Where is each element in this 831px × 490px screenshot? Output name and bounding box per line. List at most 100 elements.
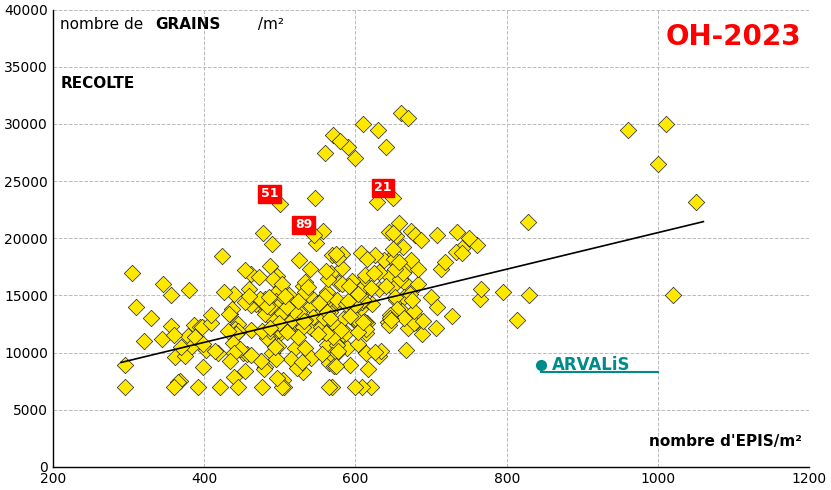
Point bbox=[211, 349, 224, 357]
Point bbox=[353, 291, 366, 299]
Point bbox=[278, 293, 292, 300]
Point bbox=[269, 297, 283, 305]
Point bbox=[270, 288, 283, 296]
Point bbox=[182, 286, 195, 294]
Point bbox=[404, 227, 417, 235]
Point bbox=[330, 341, 343, 348]
Point bbox=[381, 318, 395, 325]
Point bbox=[392, 258, 406, 266]
Point bbox=[327, 320, 341, 328]
Point bbox=[360, 329, 373, 337]
Point bbox=[336, 280, 349, 288]
Point bbox=[167, 332, 180, 340]
Point bbox=[330, 296, 343, 304]
Point bbox=[179, 352, 192, 360]
Text: ARVALiS: ARVALiS bbox=[552, 356, 631, 374]
Point bbox=[228, 290, 241, 298]
Point bbox=[331, 347, 344, 355]
Point bbox=[689, 198, 702, 206]
Point bbox=[308, 194, 322, 202]
Point bbox=[404, 256, 417, 264]
Text: OH-2023: OH-2023 bbox=[666, 24, 802, 51]
Point bbox=[334, 326, 347, 334]
Point bbox=[351, 340, 364, 348]
Point bbox=[318, 325, 332, 333]
Point bbox=[355, 383, 368, 391]
Point bbox=[409, 231, 422, 239]
Point bbox=[388, 294, 401, 301]
Point bbox=[355, 290, 368, 298]
Point bbox=[315, 327, 328, 335]
Point bbox=[304, 354, 317, 362]
Point bbox=[193, 323, 206, 331]
Point bbox=[318, 292, 332, 300]
Point bbox=[297, 317, 310, 325]
Point bbox=[118, 361, 131, 369]
Point bbox=[315, 350, 328, 358]
Point bbox=[228, 373, 241, 381]
Point bbox=[652, 160, 665, 168]
Point bbox=[400, 346, 413, 354]
Point bbox=[350, 319, 363, 327]
Point bbox=[368, 251, 381, 259]
Point bbox=[389, 232, 402, 240]
Point bbox=[382, 321, 396, 329]
Point bbox=[384, 254, 397, 262]
Point bbox=[392, 219, 406, 226]
Point bbox=[253, 295, 266, 303]
Point bbox=[389, 296, 402, 304]
Point bbox=[155, 335, 169, 343]
Point bbox=[174, 377, 187, 385]
Point bbox=[409, 314, 422, 321]
Point bbox=[317, 227, 330, 235]
Point bbox=[359, 325, 372, 333]
Point bbox=[405, 296, 418, 304]
Point bbox=[283, 323, 297, 331]
Point bbox=[292, 308, 305, 316]
Point bbox=[314, 309, 327, 317]
Point bbox=[331, 349, 344, 357]
Point bbox=[242, 286, 255, 294]
Point bbox=[323, 314, 337, 322]
Point bbox=[307, 231, 321, 239]
Point bbox=[320, 308, 333, 316]
Point bbox=[260, 302, 273, 310]
Point bbox=[305, 324, 318, 332]
Point bbox=[355, 298, 368, 306]
Point bbox=[184, 343, 198, 351]
Point bbox=[296, 368, 309, 376]
Point bbox=[332, 254, 345, 262]
Point bbox=[435, 265, 448, 272]
Point bbox=[361, 319, 374, 327]
Point bbox=[400, 264, 413, 272]
Point bbox=[319, 298, 332, 306]
Point bbox=[267, 274, 280, 282]
Point bbox=[231, 327, 244, 335]
Point bbox=[510, 316, 524, 324]
Point bbox=[249, 300, 263, 308]
Point bbox=[666, 292, 680, 299]
Point bbox=[348, 303, 361, 311]
Point bbox=[425, 294, 438, 301]
Point bbox=[325, 351, 338, 359]
Point bbox=[382, 272, 396, 280]
Point bbox=[455, 244, 469, 251]
Point bbox=[334, 137, 347, 145]
Point bbox=[209, 347, 222, 355]
Point bbox=[409, 318, 422, 325]
Point bbox=[222, 328, 235, 336]
Point bbox=[283, 291, 296, 299]
Point bbox=[445, 312, 459, 320]
Point bbox=[323, 308, 337, 316]
Point bbox=[226, 340, 239, 347]
Point bbox=[258, 295, 272, 303]
Point bbox=[222, 311, 235, 319]
Point bbox=[471, 242, 484, 249]
Point bbox=[137, 337, 150, 345]
Point bbox=[216, 252, 229, 260]
Point bbox=[411, 265, 424, 273]
Point bbox=[401, 324, 415, 332]
Point bbox=[253, 272, 266, 280]
Point bbox=[265, 349, 278, 357]
Point bbox=[339, 300, 352, 308]
